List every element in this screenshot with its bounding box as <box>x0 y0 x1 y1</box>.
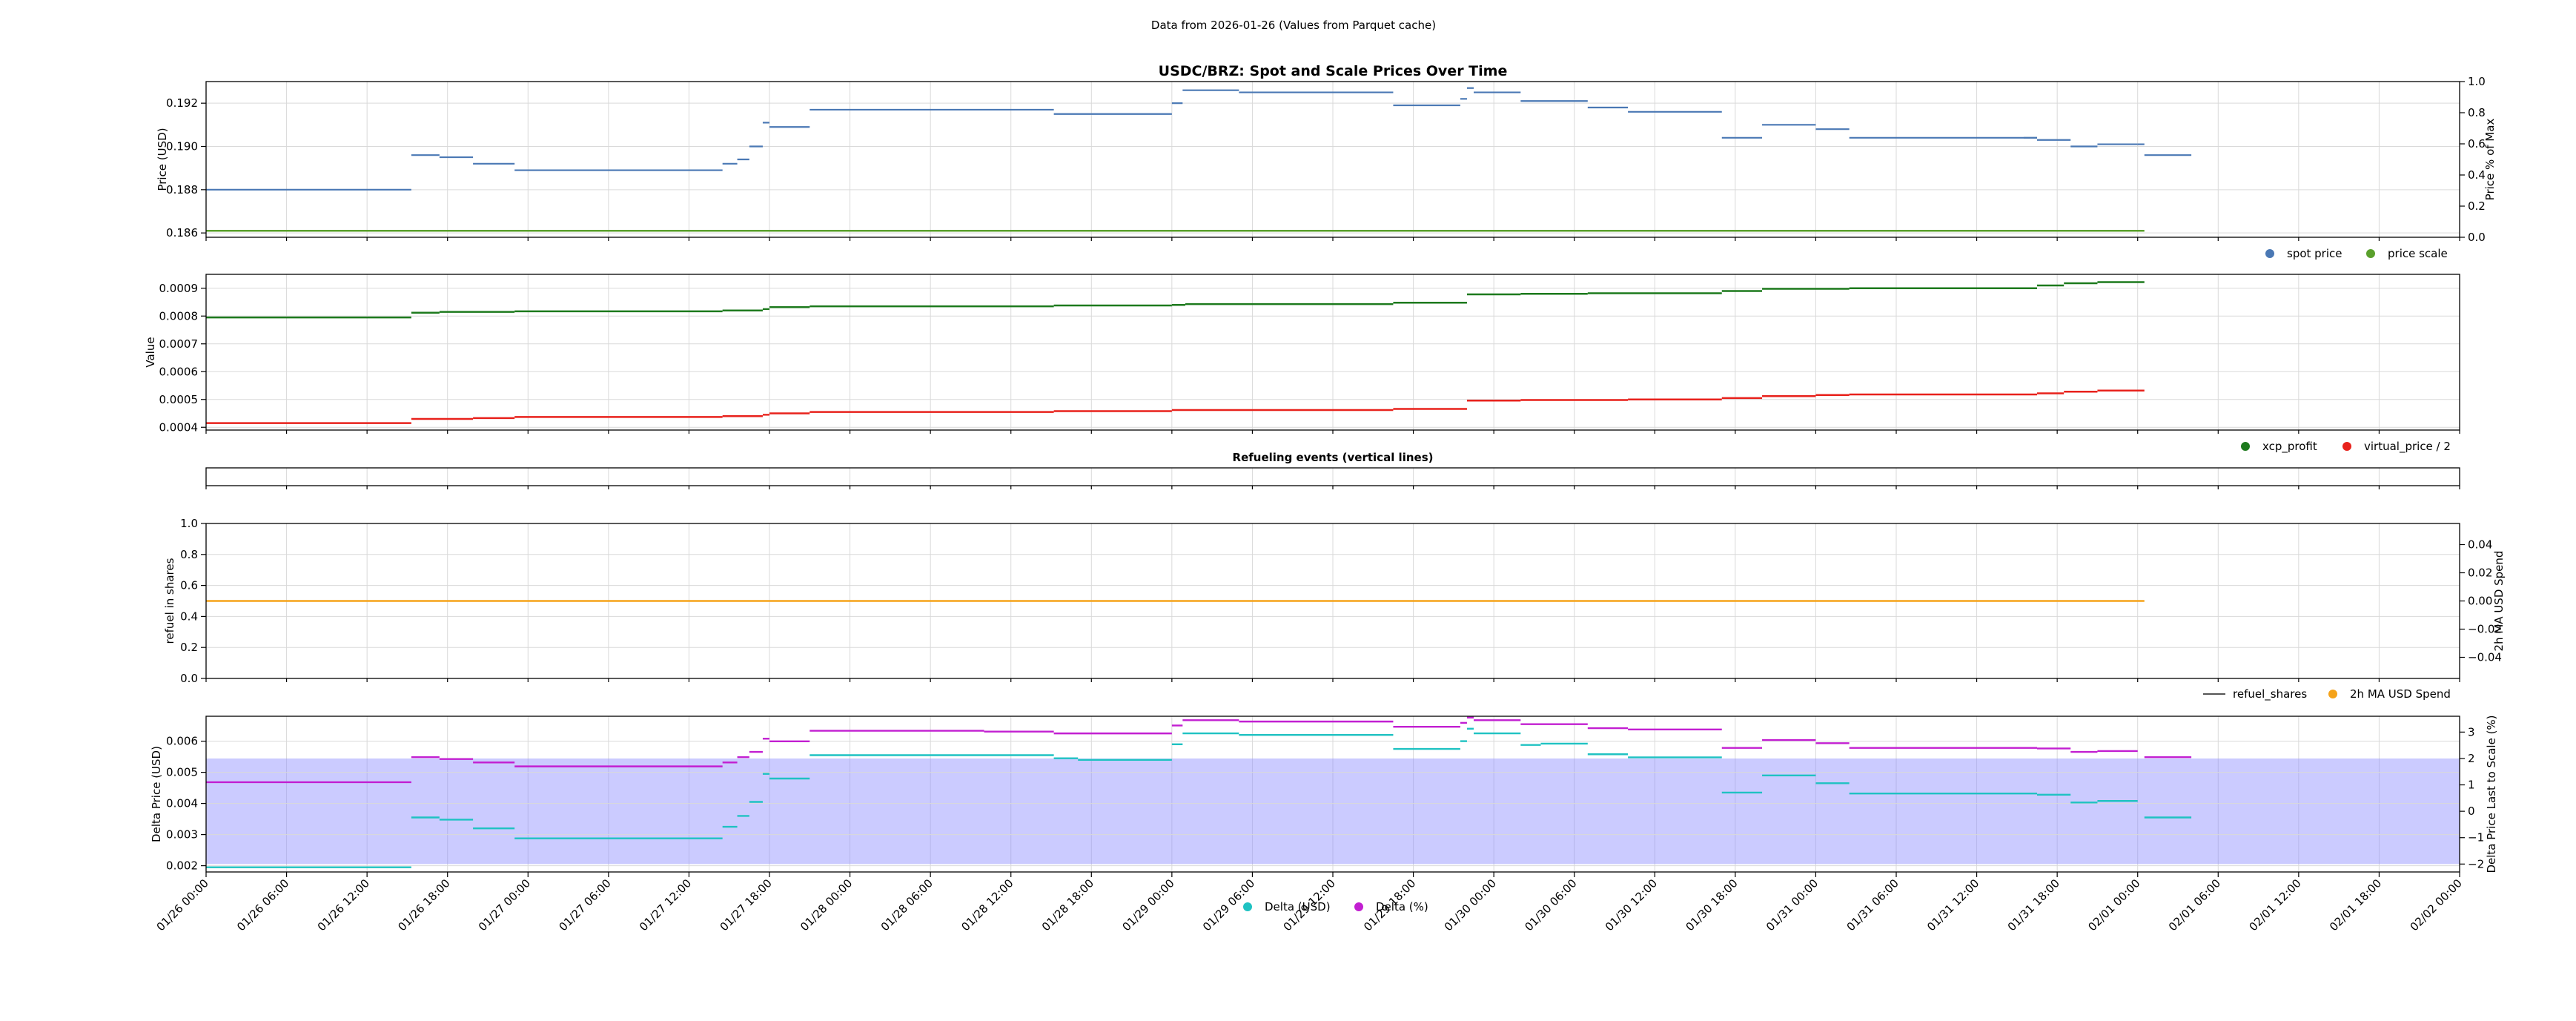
axes-frame <box>205 467 2460 486</box>
y2-axis-label: Price % of Max <box>2483 119 2497 201</box>
x-tick-label: 01/29 00:00 <box>1119 876 1176 934</box>
y-tick-label: 0.0 <box>180 672 198 685</box>
x-tick-label: 02/01 00:00 <box>2085 876 2142 934</box>
y-tick-label: 0.190 <box>166 140 198 153</box>
x-tick-label: 01/26 00:00 <box>154 876 211 934</box>
y-tick-label: 0.0009 <box>159 282 199 295</box>
x-tick-label: 01/30 12:00 <box>1603 876 1660 934</box>
y2-tick-label: 0.04 <box>2468 538 2492 552</box>
y-tick-label: 0.004 <box>166 797 198 810</box>
x-tick-label: 01/26 12:00 <box>315 876 372 934</box>
x-tick-label: 01/31 12:00 <box>1924 876 1981 934</box>
axes-frame <box>205 81 2460 238</box>
y-tick-label: 0.0006 <box>159 365 199 378</box>
axes-frame <box>205 523 2460 679</box>
x-tick-label: 01/31 00:00 <box>1764 876 1821 934</box>
x-tick-label: 01/31 18:00 <box>2005 876 2062 934</box>
x-tick-label: 01/30 06:00 <box>1522 876 1579 934</box>
x-tick-label: 01/30 18:00 <box>1683 876 1740 934</box>
x-tick-label: 02/02 00:00 <box>2408 876 2465 934</box>
y-tick-label: 0.0008 <box>159 309 199 323</box>
chart-1-title: USDC/BRZ: Spot and Scale Prices Over Tim… <box>1159 63 1508 79</box>
figure-suptitle: Data from 2026-01-26 (Values from Parque… <box>1151 19 1436 32</box>
legend-marker-scale <box>2366 249 2375 258</box>
y-tick-label: 0.188 <box>166 183 198 196</box>
y-tick-label: 0.003 <box>166 828 198 842</box>
x-tick-label: 01/27 06:00 <box>556 876 613 934</box>
x-tick-label: 02/01 18:00 <box>2327 876 2384 934</box>
y-axis-label: refuel in shares <box>163 558 176 644</box>
y-tick-label: 0.6 <box>180 579 198 592</box>
x-tick-label: 01/26 18:00 <box>395 876 452 934</box>
legend-label-spot: spot price <box>2287 247 2342 260</box>
y2-tick-label: 1 <box>2468 779 2475 792</box>
y2-tick-label: 1.0 <box>2468 75 2486 88</box>
y2-tick-label: 3 <box>2468 725 2475 739</box>
legend-label-delta-usd: Delta (USD) <box>1265 900 1331 913</box>
y-tick-label: 1.0 <box>180 517 198 530</box>
y2-tick-label: 0.0 <box>2468 231 2486 244</box>
y2-tick-label: −2 <box>2468 857 2484 870</box>
y-tick-label: 0.006 <box>166 735 198 748</box>
x-tick-label: 01/28 12:00 <box>958 876 1016 934</box>
x-tick-label: 01/27 12:00 <box>637 876 694 934</box>
y-tick-label: 0.2 <box>180 641 198 654</box>
x-tick-label: 01/28 00:00 <box>798 876 855 934</box>
y-tick-label: 0.002 <box>166 859 198 873</box>
legend-label-delta-pct: Delta (%) <box>1376 900 1428 913</box>
x-tick-label: 01/26 06:00 <box>234 876 291 934</box>
y-tick-label: 0.005 <box>166 766 198 779</box>
legend-label-xcp: xcp_profit <box>2262 440 2317 454</box>
x-tick-label: 01/27 18:00 <box>718 876 775 934</box>
y2-tick-label: −0.02 <box>2468 623 2502 636</box>
legend-marker-virtual <box>2342 442 2351 451</box>
legend-marker-spot <box>2265 249 2274 258</box>
legend-label-scale: price scale <box>2388 247 2448 260</box>
legend-marker-delta-pct <box>1354 902 1363 911</box>
y2-tick-label: 0.00 <box>2468 595 2492 608</box>
legend-marker-xcp <box>2241 442 2250 451</box>
y-axis-label: Delta Price (USD) <box>150 746 163 842</box>
legend-label-refuel: refuel_shares <box>2233 687 2307 701</box>
legend-label-virtual: virtual_price / 2 <box>2364 440 2451 454</box>
y-tick-label: 0.0005 <box>159 393 199 406</box>
axes-frame <box>205 274 2460 431</box>
legend-marker-delta-usd <box>1243 902 1252 911</box>
delta-threshold-band <box>206 758 2460 865</box>
legend-marker-ma <box>2328 690 2337 698</box>
y2-tick-label: 0.8 <box>2468 106 2486 119</box>
y2-tick-label: 0.02 <box>2468 566 2492 580</box>
y-tick-label: 0.0004 <box>159 420 199 434</box>
y2-tick-label: 0 <box>2468 804 2475 818</box>
y-tick-label: 0.0007 <box>159 337 199 351</box>
y2-axis-label: 2h MA USD Spend <box>2492 551 2506 652</box>
y-axis-label: Value <box>144 337 157 367</box>
x-tick-label: 02/01 06:00 <box>2166 876 2223 934</box>
axes-frame <box>205 716 2460 873</box>
y2-tick-label: 0.2 <box>2468 199 2486 213</box>
chart-3-title: Refueling events (vertical lines) <box>1233 451 1434 464</box>
y-tick-label: 0.8 <box>180 548 198 561</box>
y-tick-label: 0.4 <box>180 609 198 623</box>
y-tick-label: 0.192 <box>166 96 198 110</box>
x-tick-label: 01/27 00:00 <box>476 876 533 934</box>
x-tick-label: 01/28 18:00 <box>1039 876 1096 934</box>
y2-axis-label: Delta Price Last to Scale (%) <box>2485 715 2498 873</box>
y2-tick-label: −0.04 <box>2468 651 2502 664</box>
x-tick-label: 01/31 06:00 <box>1844 876 1901 934</box>
x-tick-label: 01/30 00:00 <box>1442 876 1499 934</box>
legend-label-ma: 2h MA USD Spend <box>2350 687 2451 701</box>
y-tick-label: 0.186 <box>166 226 198 239</box>
y2-tick-label: 0.4 <box>2468 168 2486 182</box>
y-axis-label: Price (USD) <box>156 128 169 191</box>
y2-tick-label: −1 <box>2468 831 2484 845</box>
x-tick-label: 01/28 06:00 <box>878 876 936 934</box>
y2-tick-label: 2 <box>2468 752 2475 765</box>
x-tick-label: 02/01 12:00 <box>2246 876 2303 934</box>
y2-tick-label: 0.6 <box>2468 137 2486 151</box>
